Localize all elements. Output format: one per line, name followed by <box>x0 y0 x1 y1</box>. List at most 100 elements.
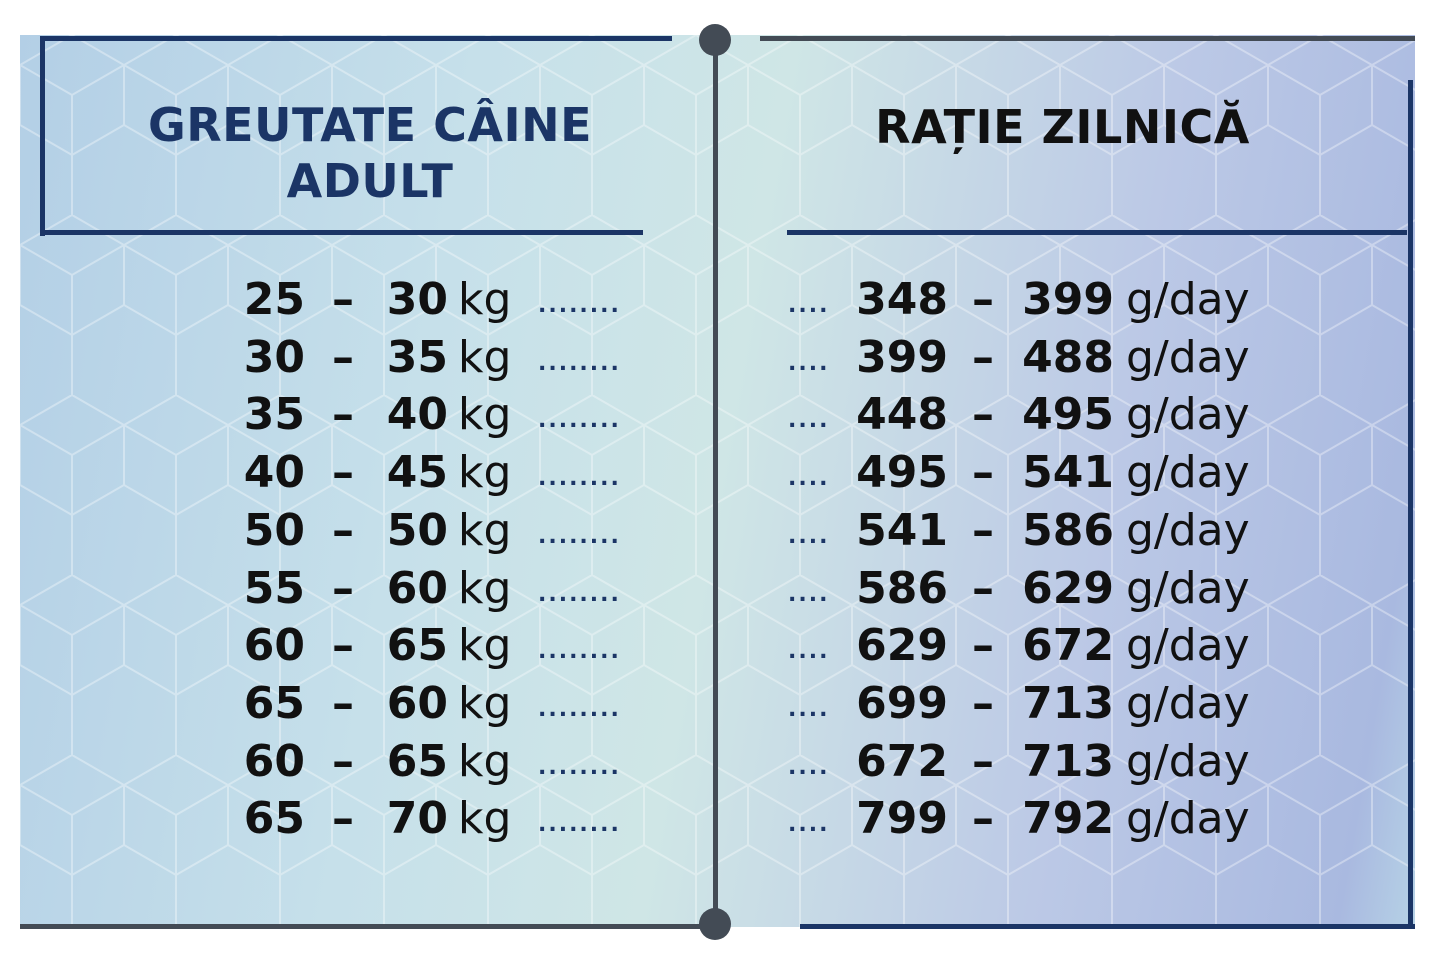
ration-to: 672 <box>1022 620 1114 672</box>
left-header-top-border <box>40 36 672 41</box>
leader-dots: ........ <box>538 581 621 607</box>
dash: – <box>972 389 994 441</box>
left-header-bottom-border <box>40 230 643 235</box>
ration-unit: g/day <box>1126 793 1250 845</box>
dash: – <box>972 504 994 556</box>
ration-row: .... 541 – 586 g/day <box>0 502 1445 560</box>
left-header-line2: ADULT <box>286 154 454 208</box>
right-header-title: RAȚIE ZILNICĂ <box>875 100 1250 154</box>
dash: – <box>332 504 354 556</box>
dash: – <box>332 735 354 787</box>
ration-from: 799 <box>856 793 948 845</box>
weight-to: 60 <box>386 677 448 729</box>
ration-to: 495 <box>1022 389 1114 441</box>
ration-from: 348 <box>856 274 948 325</box>
ration-row: .... 495 – 541 g/day <box>0 444 1445 502</box>
weight-from: 65 <box>243 677 305 729</box>
ration-unit: g/day <box>1126 677 1250 729</box>
leader-dots: ........ <box>538 350 621 376</box>
weight-row: 40 – 45 kg ........ <box>0 444 720 502</box>
dash: – <box>332 793 354 845</box>
weight-row: 65 – 70 kg ........ <box>0 790 720 848</box>
weight-to: 65 <box>386 620 448 672</box>
ration-to: 713 <box>1022 677 1114 729</box>
leader-dots: .... <box>788 754 830 780</box>
weight-to: 70 <box>386 793 448 845</box>
weight-row: 55 – 60 kg ........ <box>0 560 720 618</box>
ration-unit: g/day <box>1126 735 1250 787</box>
dash: – <box>972 620 994 672</box>
dash: – <box>972 677 994 729</box>
divider-top-knob <box>699 24 731 56</box>
left-header-title: GREUTATE CÂINE ADULT <box>60 97 680 209</box>
dash: – <box>332 447 354 499</box>
leader-dots: ........ <box>538 466 621 492</box>
dash: – <box>332 274 354 325</box>
ration-from: 699 <box>856 677 948 729</box>
ration-unit: g/day <box>1126 447 1250 499</box>
weight-unit: kg <box>458 447 512 499</box>
weight-from: 35 <box>243 389 305 441</box>
ration-unit: g/day <box>1126 504 1250 556</box>
dash: – <box>332 562 354 614</box>
dash: – <box>332 331 354 383</box>
leader-dots: ........ <box>538 754 621 780</box>
weight-to: 35 <box>386 331 448 383</box>
ration-unit: g/day <box>1126 389 1250 441</box>
leader-dots: .... <box>788 696 830 722</box>
weight-row: 30 – 35 kg ........ <box>0 329 720 387</box>
ration-row: .... 629 – 672 g/day <box>0 617 1445 675</box>
leader-dots: .... <box>788 812 830 838</box>
ration-from: 448 <box>856 389 948 441</box>
ration-from: 672 <box>856 735 948 787</box>
ration-row: .... 672 – 713 g/day <box>0 733 1445 791</box>
ration-to: 488 <box>1022 331 1114 383</box>
weight-from: 60 <box>243 620 305 672</box>
ration-row: .... 799 – 792 g/day <box>0 790 1445 848</box>
ration-row: .... 348 – 399 g/day <box>0 271 1445 329</box>
dash: – <box>972 793 994 845</box>
weight-unit: kg <box>458 389 512 441</box>
leader-dots: ........ <box>538 812 621 838</box>
left-bottom-border <box>20 924 710 929</box>
dash: – <box>972 562 994 614</box>
weight-from: 25 <box>243 274 305 325</box>
dash: – <box>972 274 994 325</box>
left-header-line1: GREUTATE CÂINE <box>148 98 592 152</box>
ration-from: 495 <box>856 447 948 499</box>
leader-dots: .... <box>788 581 830 607</box>
weight-from: 55 <box>243 562 305 614</box>
ration-from: 541 <box>856 504 948 556</box>
weight-unit: kg <box>458 620 512 672</box>
leader-dots: .... <box>788 523 830 549</box>
weight-to: 65 <box>386 735 448 787</box>
right-header-top-border <box>760 36 1415 41</box>
weight-to: 30 <box>386 274 448 325</box>
divider-bottom-knob <box>699 908 731 940</box>
weight-from: 30 <box>243 331 305 383</box>
ration-from: 629 <box>856 620 948 672</box>
leader-dots: .... <box>788 350 830 376</box>
dash: – <box>332 620 354 672</box>
ration-to: 792 <box>1022 793 1114 845</box>
ration-to: 399 <box>1022 274 1114 325</box>
left-header-left-border <box>40 36 45 236</box>
weight-unit: kg <box>458 677 512 729</box>
dash: – <box>972 447 994 499</box>
weight-row: 65 – 60 kg ........ <box>0 675 720 733</box>
weight-to: 45 <box>386 447 448 499</box>
ration-to: 713 <box>1022 735 1114 787</box>
ration-to: 586 <box>1022 504 1114 556</box>
leader-dots: ........ <box>538 408 621 434</box>
weight-unit: kg <box>458 504 512 556</box>
weight-unit: kg <box>458 331 512 383</box>
leader-dots: .... <box>788 408 830 434</box>
dash: – <box>972 735 994 787</box>
right-border <box>1408 80 1413 928</box>
weight-row: 35 – 40 kg ........ <box>0 386 720 444</box>
ration-unit: g/day <box>1126 620 1250 672</box>
weight-row: 25 – 30 kg ........ <box>0 271 720 329</box>
ration-to: 629 <box>1022 562 1114 614</box>
ration-row: .... 699 – 713 g/day <box>0 675 1445 733</box>
weight-row: 60 – 65 kg ........ <box>0 733 720 791</box>
